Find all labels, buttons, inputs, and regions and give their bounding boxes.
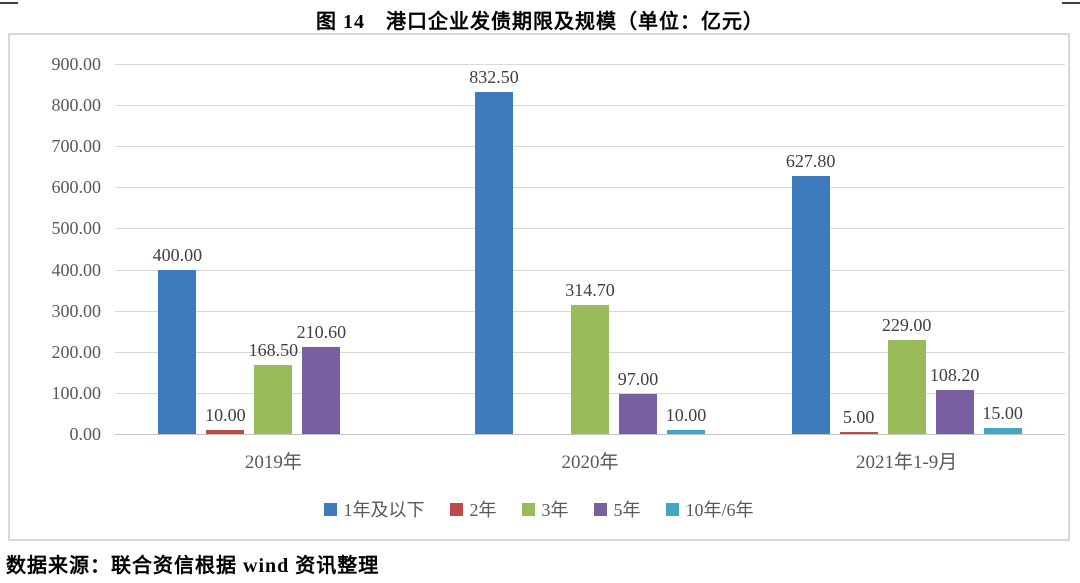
bar-value-label: 97.00 (617, 369, 659, 390)
bar-series-3-category-1 (254, 364, 293, 434)
bar-value-label: 210.60 (296, 322, 347, 343)
bar-value-label: 832.50 (469, 66, 519, 87)
y-tick-label: 0.00 (69, 424, 102, 444)
y-tick-label: 400.00 (51, 259, 102, 280)
top-left-corner-mark (0, 2, 18, 4)
chart-legend: 1年及以下 2年 3年 5年 10年/6年 (10, 496, 1068, 522)
legend-swatch-icon (324, 502, 338, 516)
bar-series-3-category-3 (887, 339, 926, 434)
bar-series-4-category-3 (935, 389, 974, 434)
y-tick-label: 600.00 (51, 177, 102, 198)
y-tick-label: 700.00 (51, 136, 102, 157)
bar-series-1-category-2 (475, 91, 513, 434)
gridline (115, 187, 1065, 189)
gridline (115, 228, 1065, 230)
bar-value-label: 400.00 (152, 244, 203, 265)
legend-swatch-icon (522, 502, 536, 516)
bar-series-3-category-2 (571, 304, 609, 434)
legend-swatch-icon (594, 502, 608, 516)
y-tick-label: 100.00 (51, 382, 102, 403)
legend-label: 3年 (541, 500, 569, 520)
legend-label: 5年 (613, 500, 641, 520)
bar-value-label: 168.50 (248, 339, 299, 360)
bar-value-label: 229.00 (881, 314, 932, 335)
bar-series-1-category-3 (791, 175, 830, 434)
legend-swatch-icon (450, 502, 464, 516)
bar-value-label: 627.80 (785, 150, 836, 171)
y-tick-label: 500.00 (51, 218, 102, 239)
bar-value-label: 5.00 (842, 406, 875, 427)
bar-series-2-category-3 (839, 431, 878, 434)
bar-chart: 900.00 800.00 700.00 600.00 500.00 400.00 300.… (8, 33, 1070, 541)
bar-series-1-category-1 (158, 269, 197, 434)
gridline (115, 105, 1065, 107)
legend-item: 5年 (594, 496, 640, 522)
legend-swatch-icon (666, 502, 680, 516)
y-tick-label: 300.00 (51, 300, 102, 321)
source-note: 数据来源：联合资信根据 wind 资讯整理 (6, 555, 380, 577)
gridline (115, 64, 1065, 65)
gridline (115, 269, 1065, 271)
bar-value-label: 108.20 (929, 364, 980, 385)
legend-label: 1年及以下 (343, 500, 425, 520)
x-axis-label: 2019年 (244, 452, 302, 473)
chart-title: 图 14 港口企业发债期限及规模（单位：亿元） (316, 11, 764, 33)
legend-item: 1年及以下 (324, 496, 424, 522)
y-tick-label: 900.00 (51, 54, 102, 74)
top-right-corner-mark (1062, 2, 1080, 4)
y-tick-label: 200.00 (51, 341, 102, 362)
bar-value-label: 314.70 (565, 279, 615, 300)
bar-series-4-category-1 (302, 347, 341, 434)
bar-value-label: 15.00 (982, 402, 1023, 423)
legend-item: 10年/6年 (666, 496, 754, 522)
x-axis-label: 2020年 (561, 452, 619, 473)
bar-value-label: 10.00 (205, 404, 246, 425)
legend-label: 2年 (469, 500, 497, 520)
bar-series-4-category-2 (619, 394, 657, 434)
y-tick-label: 800.00 (51, 95, 102, 116)
legend-item: 3年 (522, 496, 568, 522)
gridline (115, 434, 1065, 435)
legend-label: 10年/6年 (685, 500, 754, 520)
bar-series-2-category-1 (206, 429, 245, 434)
bar-series-5-category-3 (983, 427, 1022, 434)
bar-series-5-category-2 (667, 429, 705, 434)
x-axis-label: 2021年1-9月 (855, 452, 958, 473)
legend-item: 2年 (450, 496, 496, 522)
bar-value-label: 10.00 (665, 404, 707, 425)
gridline (115, 146, 1065, 148)
